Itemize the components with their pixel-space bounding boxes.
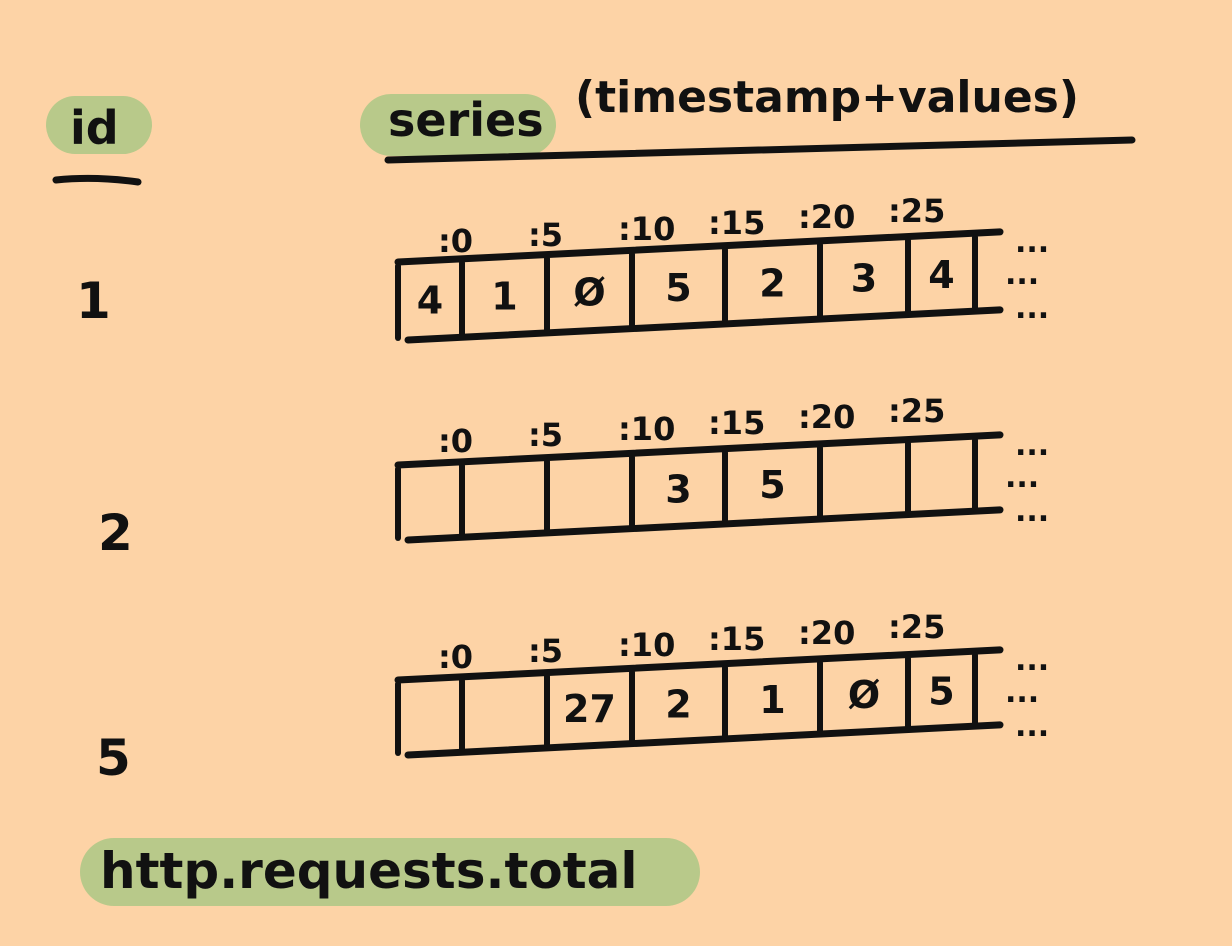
metric-name: http.requests.total	[100, 842, 638, 900]
array-bottom-border	[404, 721, 1004, 759]
cell-value: 4	[417, 278, 443, 322]
continuation-ellipsis: ...	[1015, 428, 1049, 463]
array-top-border	[394, 228, 1004, 266]
array-top-border	[394, 431, 1004, 469]
row-id: 5	[96, 729, 131, 787]
cell-value: 2	[759, 261, 785, 305]
cell-value: 5	[759, 463, 785, 507]
continuation-ellipsis: ...	[1015, 709, 1049, 744]
series-highlight	[360, 94, 556, 156]
timestamp-label: :0	[438, 638, 473, 676]
timestamp-label: :10	[618, 626, 675, 664]
series-row: 2 3 5 :0 :5 :10 :15 :20 :25.........	[98, 392, 1049, 562]
timestamp-label: :15	[708, 204, 765, 242]
timestamp-label: :20	[798, 198, 855, 236]
timestamp-label: :25	[888, 392, 945, 430]
series-row: 5 27 2 1 Ø 5 :0 :5 :10 :15 :20 :25.........	[96, 608, 1049, 787]
row-id: 2	[98, 504, 133, 562]
id-highlight	[46, 96, 152, 154]
continuation-ellipsis: ...	[1005, 675, 1039, 710]
timestamp-label: :5	[528, 632, 563, 670]
timestamp-label: :0	[438, 422, 473, 460]
continuation-ellipsis: ...	[1015, 291, 1049, 326]
continuation-ellipsis: ...	[1015, 494, 1049, 529]
cell-value: 5	[928, 669, 954, 713]
cell-value: 3	[665, 467, 691, 511]
array-top-border	[394, 646, 1004, 684]
timestamp-label: :25	[888, 192, 945, 230]
id-header: id	[70, 101, 119, 155]
metric-name-highlight	[80, 838, 700, 906]
timestamp-label: :25	[888, 608, 945, 646]
timestamp-label: :10	[618, 210, 675, 248]
continuation-ellipsis: ...	[1015, 643, 1049, 678]
continuation-ellipsis: ...	[1015, 225, 1049, 260]
timestamp-label: :5	[528, 216, 563, 254]
array-bottom-border	[404, 506, 1004, 544]
cell-value: 1	[759, 678, 785, 722]
cell-value: 3	[851, 257, 877, 301]
timestamp-label: :5	[528, 416, 563, 454]
timestamp-label: :15	[708, 404, 765, 442]
timestamp-label: :10	[618, 410, 675, 448]
array-bottom-border	[404, 306, 1004, 344]
cell-value: Ø	[573, 270, 605, 314]
series-note: (timestamp+values)	[575, 72, 1079, 123]
timestamp-label: :15	[708, 620, 765, 658]
cell-value: 1	[491, 275, 517, 319]
cell-value: 5	[665, 266, 691, 310]
cell-value: 4	[928, 253, 954, 297]
row-id: 1	[76, 272, 111, 330]
timestamp-label: :20	[798, 614, 855, 652]
continuation-ellipsis: ...	[1005, 257, 1039, 292]
cell-value: 2	[665, 682, 691, 726]
id-underline	[52, 174, 142, 186]
series-row: 1 4 1 Ø 5 2 3 4 :0 :5 :10 :15 :20 :25.........	[76, 192, 1049, 344]
timestamp-label: :20	[798, 398, 855, 436]
timestamp-label: :0	[438, 222, 473, 260]
cell-value: Ø	[848, 673, 880, 717]
series-header: series	[388, 93, 544, 147]
cell-value: 27	[563, 687, 616, 731]
series-underline	[384, 136, 1136, 164]
continuation-ellipsis: ...	[1005, 460, 1039, 495]
